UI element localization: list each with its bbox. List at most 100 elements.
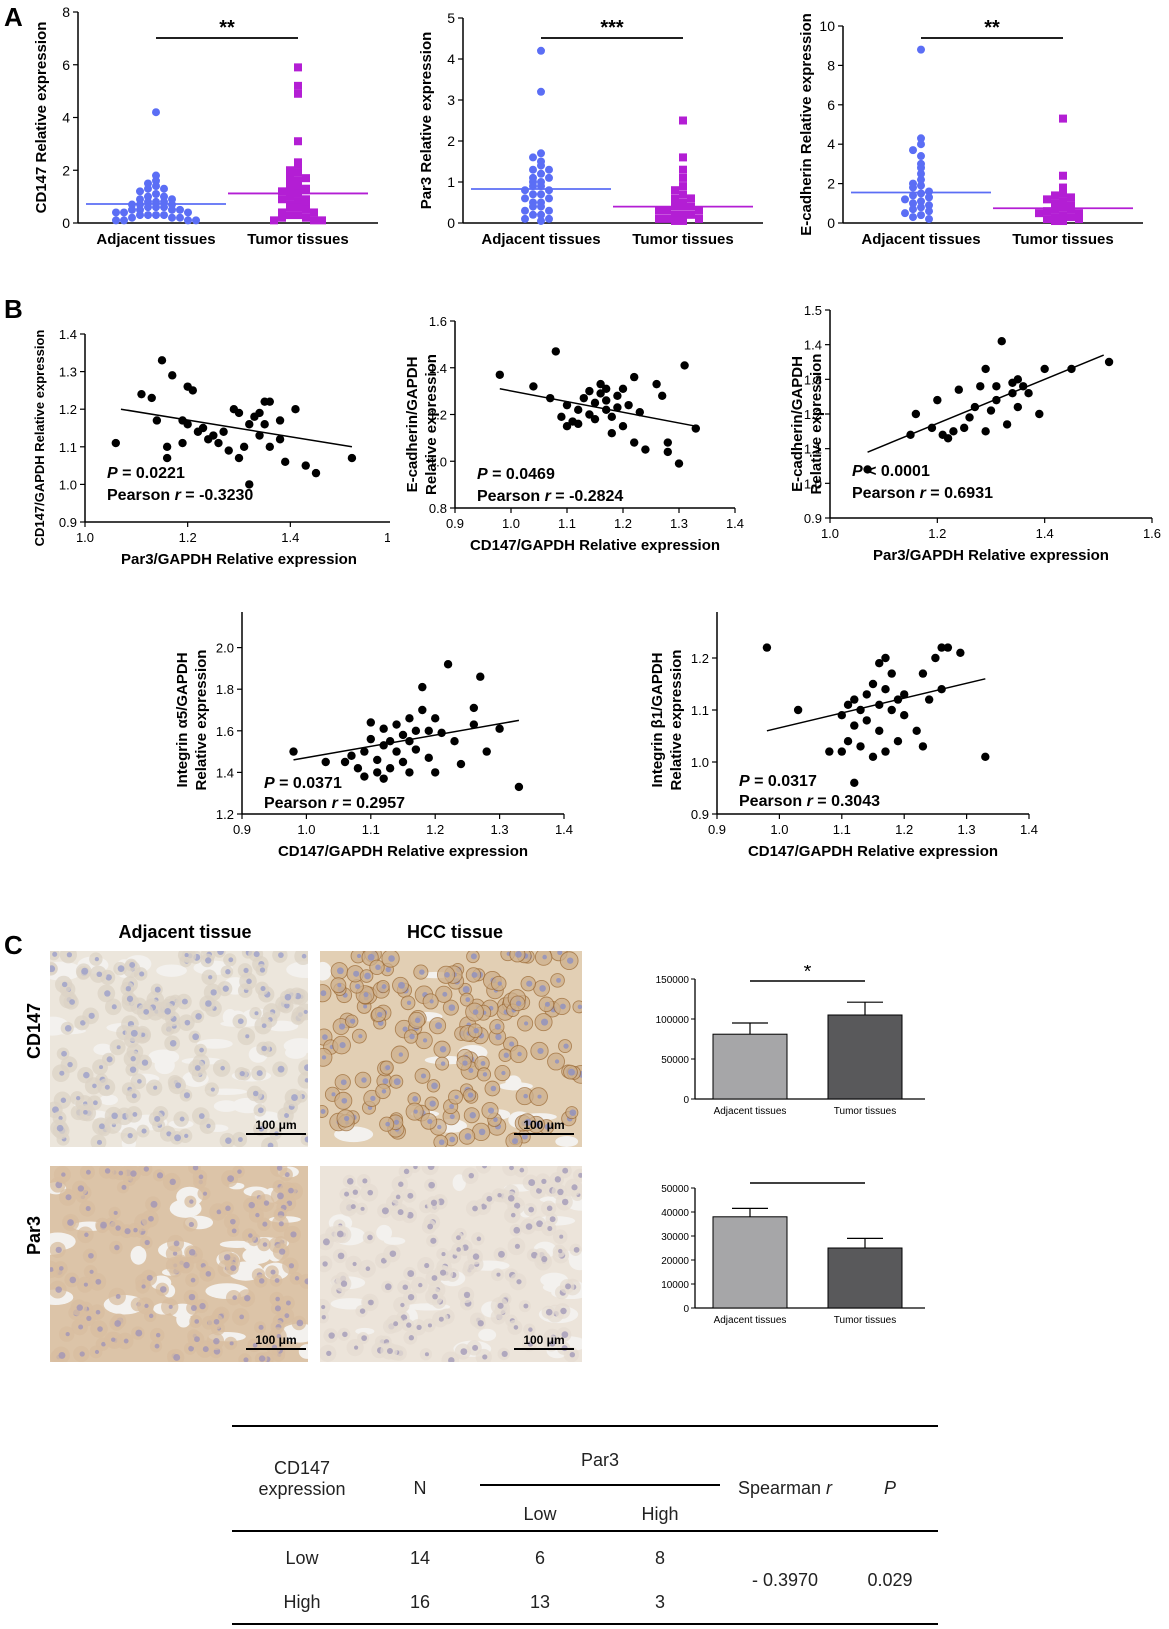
cell-nucleus [50, 1267, 54, 1272]
x-tick-label: 1.6 [1143, 526, 1161, 541]
cell-nucleus [339, 1042, 346, 1049]
data-point [618, 384, 628, 393]
bar-tumor [827, 1014, 903, 1100]
cell-nucleus [257, 1107, 264, 1114]
data-point [418, 705, 427, 715]
y-tick-label: 1.6 [429, 315, 447, 329]
data-point-tumor [294, 63, 302, 72]
y-tick-label: 0 [827, 215, 835, 231]
data-point [613, 403, 622, 412]
cell-nucleus [432, 1293, 438, 1300]
data-point [613, 391, 622, 400]
cell-nucleus [216, 1209, 222, 1215]
data-point [630, 372, 639, 382]
cell-nucleus [184, 953, 189, 958]
cell-nucleus [400, 1302, 405, 1308]
cell-nucleus [439, 1046, 447, 1053]
tissue-sinusoid [196, 1038, 233, 1049]
cell-nucleus [270, 1269, 276, 1275]
tissue-sinusoid [555, 1136, 579, 1147]
tissue-cell [421, 1166, 439, 1176]
cell-nucleus [255, 1212, 260, 1218]
cell-nucleus [467, 1092, 474, 1098]
cell-nucleus [407, 1293, 415, 1301]
cell-nucleus [462, 1060, 468, 1066]
data-point-tumor [1075, 215, 1083, 224]
cell-nucleus [111, 1004, 117, 1010]
data-point [862, 716, 871, 725]
significance-stars: ** [984, 17, 1000, 39]
cell-nucleus [183, 1092, 191, 1099]
cell-nucleus [427, 1223, 434, 1230]
cell-nucleus [497, 1302, 504, 1309]
cell-nucleus [462, 986, 470, 993]
cell-nucleus [321, 1055, 327, 1060]
cell-nucleus [336, 967, 344, 975]
cell-nucleus [229, 1341, 234, 1346]
data-point-tumor [302, 205, 310, 214]
chart-b5-integrin-b1-vs-cd147: 0.9 1.0 1.1 1.2 0.9 1.0 1.1 1.2 1.3 1.4 CD147/GAPD… [649, 612, 1038, 860]
data-point-adjacent [521, 194, 529, 203]
cell-nucleus [413, 1166, 418, 1170]
cell-nucleus [141, 1284, 146, 1289]
data-point [843, 737, 853, 746]
data-point-tumor [679, 210, 687, 219]
y-axis-label: E-cadherin Relative expression [798, 13, 815, 236]
cell-nucleus [123, 1338, 129, 1344]
x-tick-label: 1.3 [670, 516, 688, 531]
cell-nucleus [67, 1061, 73, 1068]
data-point-tumor [671, 194, 679, 203]
data-point [843, 700, 853, 709]
cell-nucleus [398, 981, 405, 989]
data-point-adjacent [909, 191, 917, 200]
cell-nucleus [513, 1325, 519, 1330]
cell-nucleus [174, 1134, 182, 1142]
cell-nucleus [254, 1011, 259, 1016]
cell-nucleus [338, 1023, 346, 1030]
tissue-sinusoid [376, 1224, 393, 1241]
cell-nucleus [114, 1244, 120, 1251]
data-point [178, 438, 187, 448]
cell-nucleus [99, 1065, 104, 1070]
table-header-cd147-line2: expression [258, 1479, 346, 1499]
data-point-tumor [286, 166, 294, 175]
x-category-label: Tumor tissues [1012, 231, 1113, 248]
x-category-label: Tumor tissues [834, 1315, 896, 1326]
cell-nucleus [546, 1205, 553, 1212]
cell-nucleus [393, 1119, 400, 1125]
cell-nucleus [544, 1123, 551, 1130]
data-point-adjacent [925, 201, 933, 210]
cell-nucleus [350, 1018, 356, 1024]
data-point [157, 356, 167, 365]
x-category-label: Adjacent tissues [714, 1106, 787, 1117]
cell-nucleus [449, 1136, 456, 1143]
cell-nucleus [549, 1216, 556, 1223]
p-value-symbol: P [107, 465, 118, 482]
data-point [469, 720, 479, 729]
cell-nucleus [194, 1336, 200, 1343]
data-point-adjacent [545, 186, 553, 195]
cell-nucleus [361, 1335, 368, 1341]
p-value-text: = 0.0469 [488, 466, 555, 483]
cell-nucleus [198, 1174, 204, 1180]
cell-nucleus [469, 1112, 476, 1119]
data-point-adjacent [184, 208, 192, 217]
data-point-tumor [1059, 203, 1067, 212]
data-point [379, 724, 388, 733]
data-point [856, 742, 865, 751]
cell-nucleus [173, 1354, 181, 1361]
cell-nucleus [367, 1189, 374, 1196]
cell-nucleus [95, 1309, 101, 1315]
x-axis-label: Par3/GAPDH Relative expression [873, 547, 1109, 564]
cell-nucleus [130, 1029, 138, 1037]
cell-nucleus [140, 1032, 146, 1037]
data-point-tumor [310, 208, 318, 217]
y-axis-label-line: Relative expression [423, 354, 440, 495]
data-point [289, 747, 298, 756]
cell-nucleus [470, 953, 477, 960]
y-tick-label: 1.4 [804, 338, 822, 353]
cell-nucleus [208, 975, 213, 980]
cell-nucleus [259, 967, 266, 973]
cell-nucleus [549, 1340, 556, 1347]
cell-nucleus [92, 1083, 97, 1089]
